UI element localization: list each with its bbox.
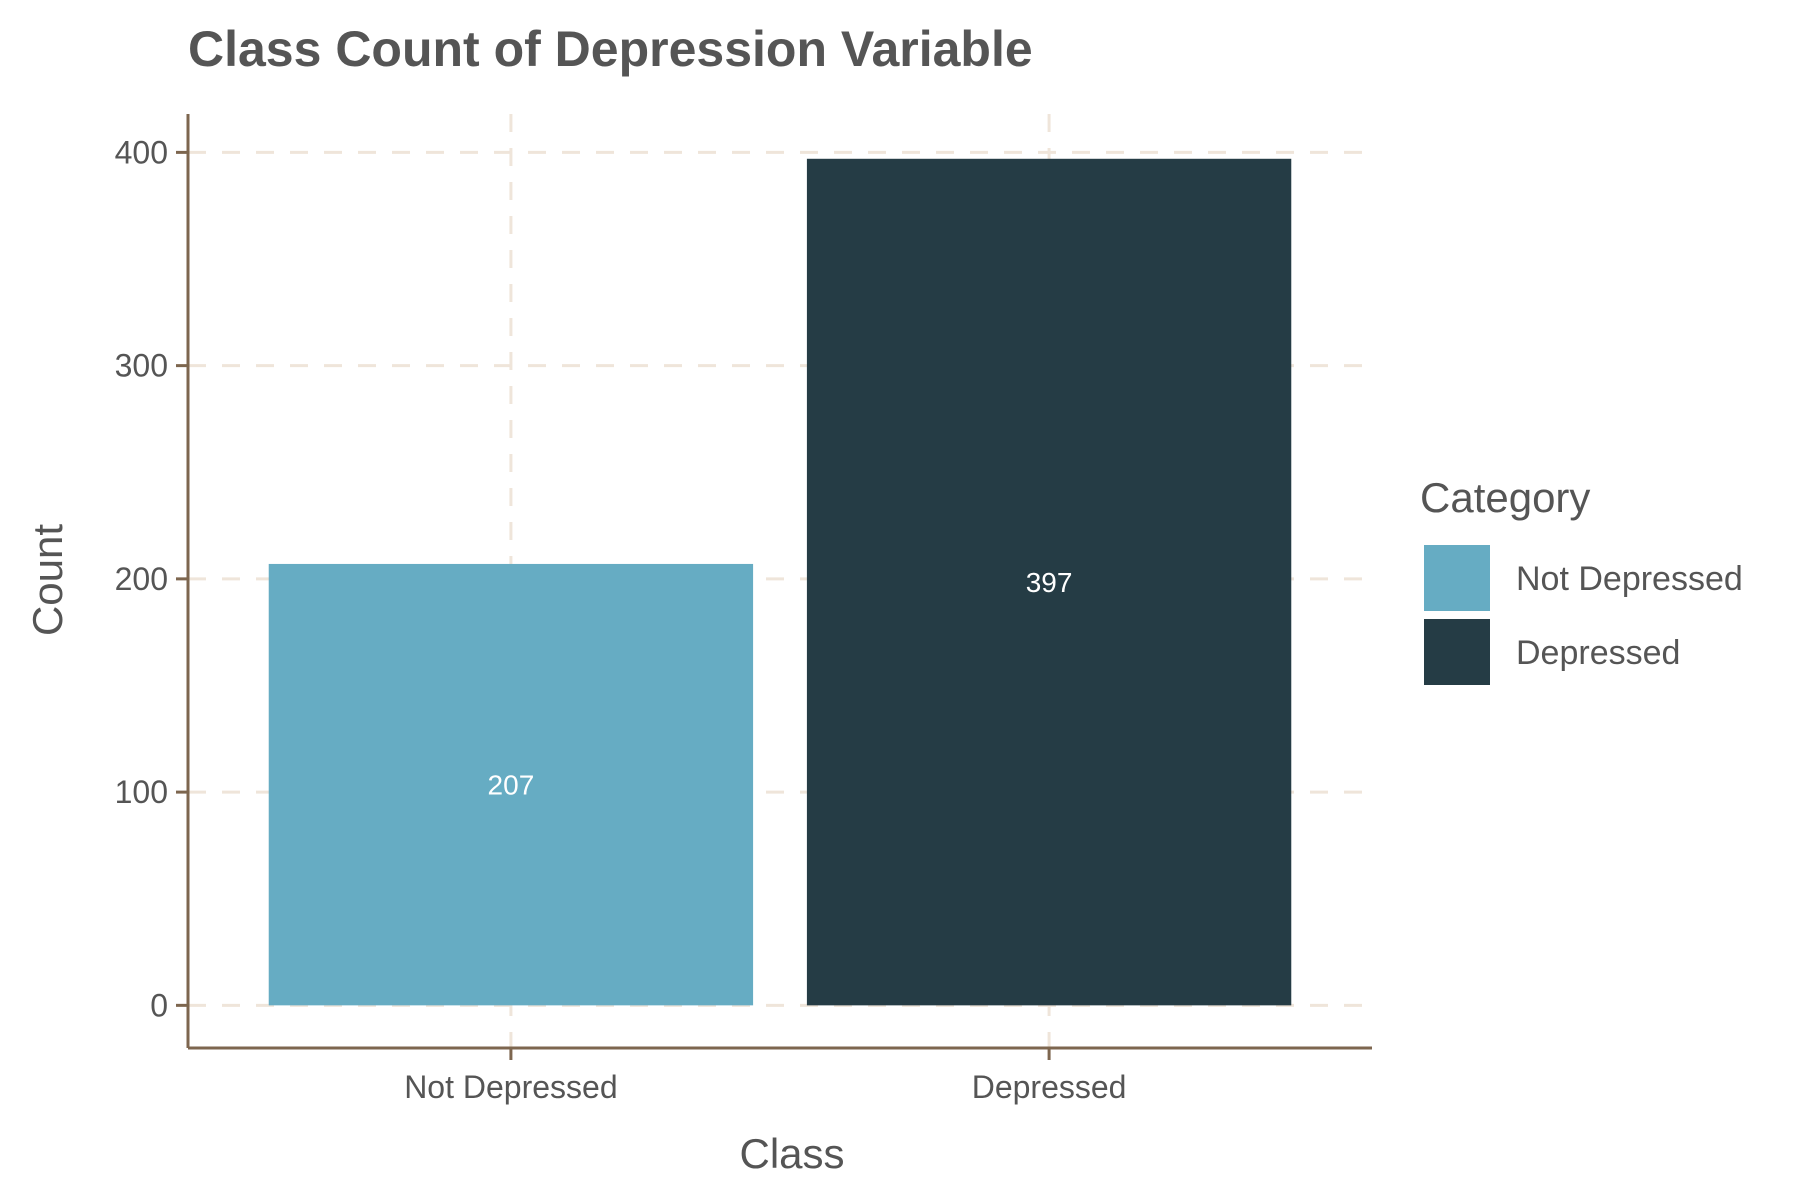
- x-axis-title: Class: [739, 1130, 844, 1177]
- bar-not-depressed: [268, 563, 754, 1006]
- legend-label: Depressed: [1516, 634, 1680, 672]
- axes: [176, 114, 1372, 1060]
- y-axis-title: Count: [24, 524, 71, 636]
- legend-swatch: [1424, 545, 1490, 611]
- chart-title: Class Count of Depression Variable: [188, 21, 1033, 77]
- y-tick-label: 100: [115, 774, 168, 810]
- bar-value-label: 207: [488, 770, 535, 801]
- legend-title: Category: [1420, 474, 1590, 521]
- bar-value-label: 397: [1026, 567, 1073, 598]
- legend-swatch: [1424, 619, 1490, 685]
- y-tick-label: 200: [115, 561, 168, 597]
- x-tick-label: Depressed: [972, 1069, 1127, 1105]
- y-tick-label: 400: [115, 134, 168, 170]
- tick-labels: 0 100 200 300 400 Not Depressed Depressed: [115, 134, 1127, 1105]
- y-tick-label: 0: [150, 987, 168, 1023]
- legend-label: Not Depressed: [1516, 560, 1743, 598]
- bar-depressed: [806, 158, 1292, 1006]
- y-tick-label: 300: [115, 348, 168, 384]
- data-labels: 207 397: [488, 567, 1073, 801]
- bars: [268, 158, 1292, 1006]
- legend-items: Not Depressed Depressed: [1424, 545, 1743, 685]
- legend: Category Not Depressed Depressed: [1420, 474, 1743, 685]
- x-tick-label: Not Depressed: [404, 1069, 617, 1105]
